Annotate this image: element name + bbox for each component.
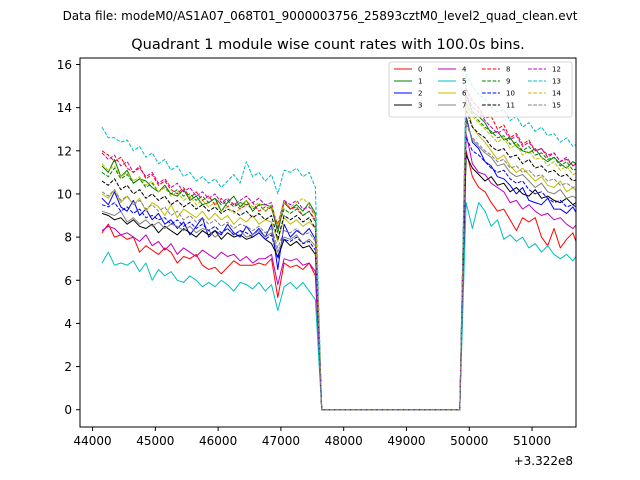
y-axis: 0 2 4 6 8 10 12 14 16	[57, 58, 80, 417]
legend-label-9: 9	[506, 78, 510, 86]
y-tick-label: 16	[57, 58, 72, 72]
legend-label-2: 2	[418, 90, 422, 98]
legend-label-8: 8	[506, 66, 510, 74]
y-tick-label: 8	[64, 231, 72, 245]
legend-label-0: 0	[418, 66, 422, 74]
y-tick-label: 12	[57, 144, 72, 158]
legend-label-13: 13	[552, 78, 561, 86]
legend-label-12: 12	[552, 66, 561, 74]
series-line-8	[101, 87, 576, 411]
series-line-15	[101, 124, 576, 411]
series-line-13	[101, 72, 576, 411]
legend-label-6: 6	[462, 90, 467, 98]
legend-label-3: 3	[418, 102, 422, 110]
y-tick-label: 4	[64, 317, 72, 331]
suptitle: Data file: modeM0/AS1A07_068T01_90000037…	[63, 9, 578, 23]
legend-label-11: 11	[506, 102, 515, 110]
legend-label-4: 4	[462, 66, 467, 74]
plot-frame	[79, 57, 577, 428]
legend-label-14: 14	[552, 90, 561, 98]
legend-box	[388, 61, 573, 118]
x-offset-label: +3.322e8	[514, 454, 573, 468]
x-tick-label: 51000	[513, 434, 551, 448]
y-tick-label: 2	[64, 360, 72, 374]
x-tick-label: 48000	[325, 434, 363, 448]
x-tick-label: 50000	[450, 434, 488, 448]
series-line-11	[101, 109, 576, 411]
x-tick-label: 49000	[387, 434, 425, 448]
legend-label-7: 7	[462, 102, 466, 110]
legend-label-10: 10	[506, 90, 515, 98]
y-tick-label: 0	[64, 403, 72, 417]
x-tick-label: 44000	[73, 434, 111, 448]
legend-label-15: 15	[552, 102, 561, 110]
series-line-14	[101, 102, 576, 411]
x-tick-label: 45000	[136, 434, 174, 448]
x-axis: 44000 45000 46000 47000 48000 49000 50000 51000	[73, 427, 551, 448]
series-line-12	[101, 94, 576, 411]
legend-label-1: 1	[418, 78, 422, 86]
y-tick-label: 10	[57, 187, 72, 201]
series-layer	[101, 72, 576, 411]
chart-title: Quadrant 1 module wise count rates with …	[131, 37, 525, 53]
legend-label-5: 5	[462, 78, 466, 86]
series-line-9	[101, 102, 576, 411]
x-tick-label: 47000	[262, 434, 300, 448]
x-tick-label: 46000	[199, 434, 237, 448]
y-tick-label: 14	[57, 101, 72, 115]
y-tick-label: 6	[64, 274, 72, 288]
